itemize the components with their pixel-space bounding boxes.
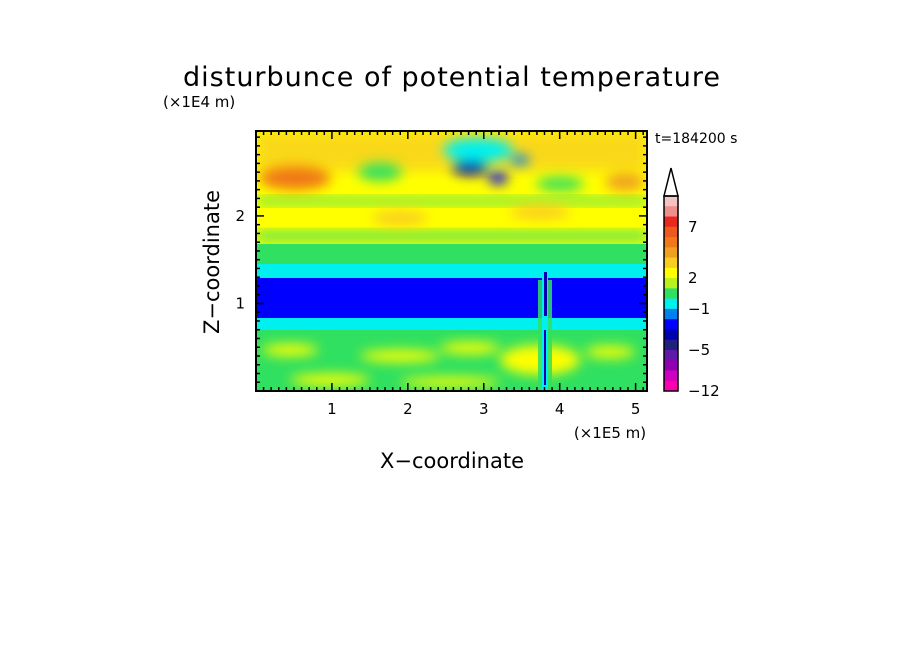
chart-title: disturbunce of potential temperature	[183, 62, 721, 93]
lower-patch	[290, 374, 370, 386]
band-blue	[256, 278, 647, 320]
cold-anomaly	[510, 155, 530, 165]
vertical-plume	[538, 272, 552, 391]
lower-patch	[262, 344, 318, 356]
green-patch	[443, 138, 513, 162]
colorbar-swatch	[664, 288, 678, 300]
colorbar-labels: 7 2 −1 −5 −12	[688, 218, 720, 400]
band-green	[256, 244, 647, 266]
colorbar-extend-arrow	[663, 167, 679, 197]
lower-patches	[262, 342, 635, 387]
warm-patch	[372, 211, 428, 225]
plume-core	[544, 272, 547, 316]
x-tick-labels: 1 2 3 4 5	[327, 400, 640, 418]
colorbar-label: 2	[688, 269, 698, 287]
y-axis-title: Z−coordinate	[200, 190, 224, 334]
colorbar-swatch	[664, 370, 678, 382]
plot-area	[256, 131, 647, 391]
warm-patch	[510, 205, 570, 219]
colorbar-swatch	[664, 257, 678, 269]
colorbar-swatch	[664, 329, 678, 341]
y-tick-label: 2	[235, 207, 245, 225]
colorbar-swatch	[664, 226, 678, 238]
colorbar-swatch	[664, 308, 678, 320]
cold-anomaly	[452, 161, 488, 175]
colorbar-label: 7	[688, 218, 698, 236]
colorbar-swatch	[664, 349, 678, 361]
x-tick-label: 2	[403, 400, 413, 418]
y-tick-label: 1	[235, 294, 245, 312]
band-cyan-bottom	[256, 318, 647, 331]
x-unit-label: (×1E5 m)	[574, 424, 646, 442]
x-tick-label: 5	[631, 400, 641, 418]
colorbar-frame	[663, 195, 679, 392]
time-label: t=184200 s	[655, 131, 737, 147]
lower-patch	[360, 350, 440, 362]
colorbar-swatch	[664, 360, 678, 371]
colorbar-label: −5	[688, 341, 710, 359]
green-patch	[358, 163, 402, 181]
plot-frame	[255, 130, 648, 392]
colorbar-label: −12	[688, 382, 720, 400]
colorbar-swatch	[664, 196, 678, 207]
green-patch	[536, 177, 584, 191]
y-tick-labels: 1 2	[235, 207, 245, 313]
colorbar-label: −1	[688, 300, 710, 318]
colorbar-swatch	[664, 216, 678, 228]
plume-core	[544, 330, 546, 385]
axis-ticks	[256, 131, 647, 391]
colorbar-swatch	[664, 278, 678, 289]
colorbar-swatch	[664, 339, 678, 351]
x-tick-label: 3	[479, 400, 489, 418]
x-tick-label: 4	[555, 400, 565, 418]
lower-patch	[440, 342, 500, 354]
colorbar-swatch	[664, 380, 678, 392]
y-unit-label: (×1E4 m)	[163, 93, 235, 111]
band-upper-green-1	[256, 196, 647, 206]
x-tick-label: 1	[327, 400, 337, 418]
x-axis-title: X−coordinate	[380, 449, 524, 473]
lower-patch	[585, 346, 635, 358]
upper-anomalies	[259, 138, 645, 225]
colorbar-swatch	[664, 319, 678, 330]
colorbar	[663, 167, 679, 392]
colorbar-swatch	[664, 298, 678, 310]
warm-patch	[605, 173, 645, 191]
colorbar-swatch	[664, 267, 678, 279]
cold-anomaly	[488, 172, 508, 184]
lower-patch	[400, 377, 500, 387]
band-upper-green-2	[256, 230, 647, 242]
warm-anomaly	[259, 166, 331, 190]
colorbar-swatch	[664, 237, 678, 248]
colorbar-swatch	[664, 206, 678, 218]
band-cyan-top	[256, 264, 647, 278]
colorbar-swatch	[664, 247, 678, 259]
